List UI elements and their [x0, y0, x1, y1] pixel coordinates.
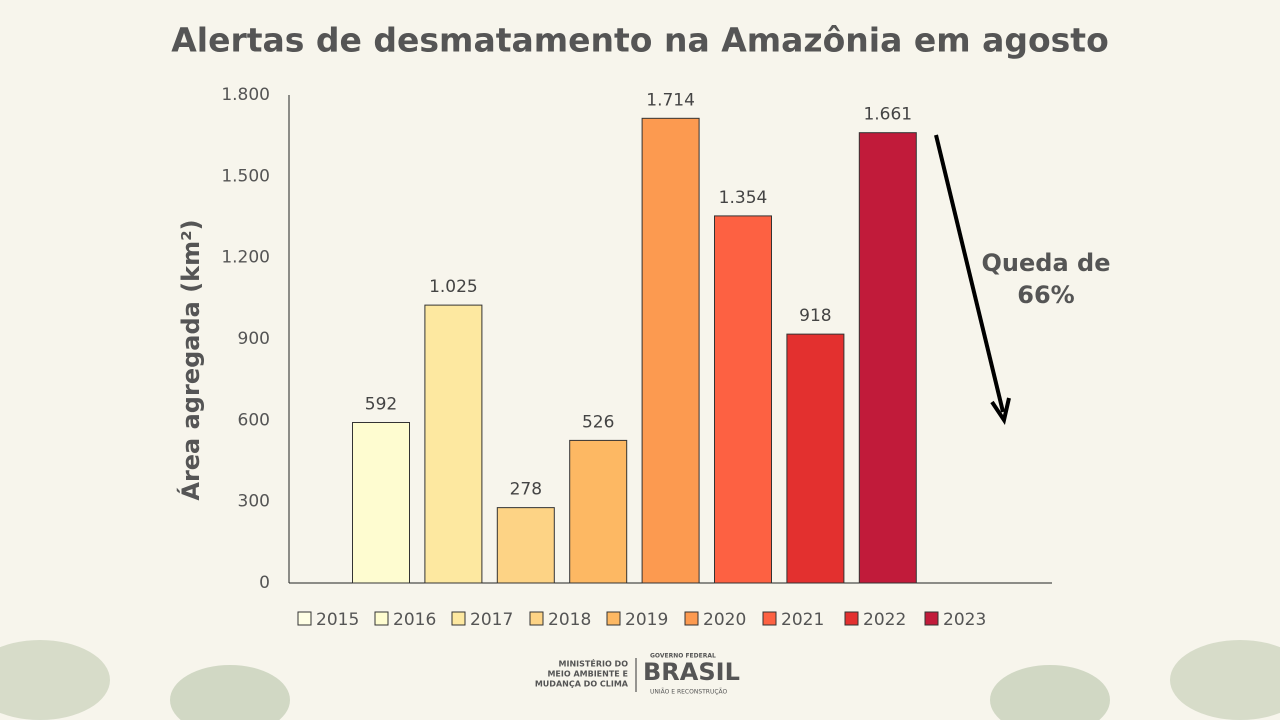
- annotation: Queda de: [982, 249, 1111, 277]
- value-label: 1.025: [429, 277, 478, 297]
- bar: [569, 439, 628, 584]
- annotation: 66%: [1017, 281, 1074, 309]
- bar: [352, 422, 410, 584]
- legend-swatch: [924, 611, 939, 626]
- y-axis-label: Área agregada (km²): [176, 219, 205, 500]
- chart-title: Alertas de desmatamento na Amazônia em a…: [171, 21, 1109, 60]
- ministry: MEIO AMBIENTE E: [547, 670, 628, 679]
- value-label: 918: [799, 306, 831, 326]
- y-tick-label: 1.800: [221, 85, 270, 105]
- brand: BRASIL: [643, 658, 740, 686]
- legend-label: 2020: [703, 610, 746, 630]
- value-label: 526: [582, 412, 614, 432]
- legend-label: 2019: [625, 610, 668, 630]
- value-label: 592: [365, 395, 397, 415]
- bar: [714, 215, 772, 584]
- y-tick-label: 1.200: [221, 248, 270, 268]
- legend-label: 2022: [863, 610, 906, 630]
- legend-label: 2023: [943, 610, 986, 630]
- legend-label: 2021: [781, 610, 824, 630]
- y-tick-label: 900: [238, 329, 270, 349]
- ministry: MUDANÇA DO CLIMA: [535, 680, 629, 689]
- legend-swatch: [451, 611, 466, 626]
- legend-swatch: [762, 611, 777, 626]
- legend-swatch: [606, 611, 621, 626]
- decoration: [0, 640, 1280, 720]
- value-label: 278: [510, 480, 542, 500]
- legend-label: 2017: [470, 610, 513, 630]
- gov: GOVERNO FEDERAL: [650, 653, 716, 660]
- bar: [424, 304, 483, 584]
- arrow: [934, 134, 1011, 425]
- value-label: 1.354: [719, 188, 768, 208]
- bar: [858, 132, 917, 584]
- legend-label: 2018: [548, 610, 591, 630]
- legend-swatch: [297, 611, 312, 626]
- legend-swatch: [684, 611, 699, 626]
- legend-swatch: [374, 611, 389, 626]
- y-tick-label: 0: [259, 573, 270, 593]
- footer-logos: MINISTÉRIO DO MEIO AMBIENTE E MUDANÇA DO…: [535, 653, 740, 696]
- legend-label: 2016: [393, 610, 436, 630]
- value-label: 1.661: [863, 105, 912, 125]
- bar: [786, 333, 845, 584]
- legend-label: 2015: [316, 610, 359, 630]
- legend-swatch: [844, 611, 859, 626]
- y-tick-label: 300: [238, 492, 270, 512]
- y-tick-label: 1.500: [221, 166, 270, 186]
- motto: UNIÃO E RECONSTRUÇÃO: [650, 689, 728, 696]
- bar: [641, 117, 700, 584]
- legend-swatch: [529, 611, 544, 626]
- y-tick-label: 600: [238, 410, 270, 430]
- bar: [496, 507, 555, 584]
- value-label: 1.714: [646, 90, 695, 110]
- ministry: MINISTÉRIO DO: [559, 658, 629, 669]
